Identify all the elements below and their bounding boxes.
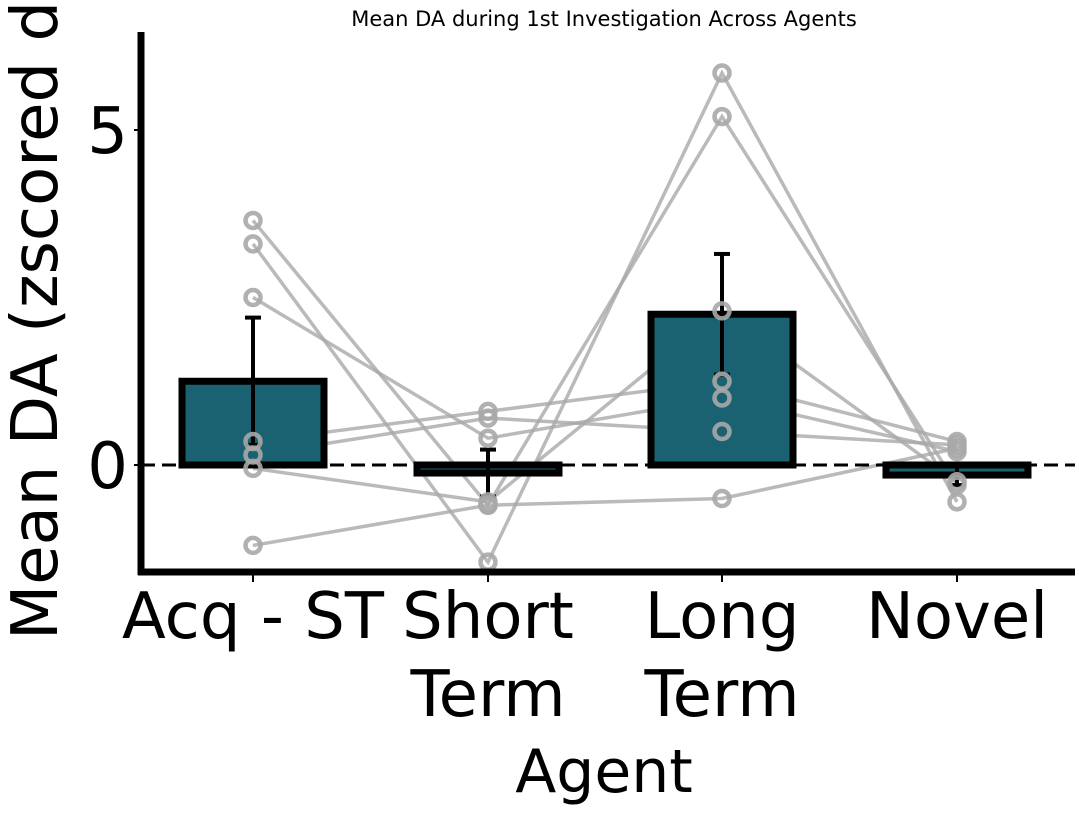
subject-point-0-0 (243, 210, 263, 231)
subject-point-3-1 (478, 401, 498, 422)
chart-title: Mean DA during 1st Investigation Across … (351, 7, 857, 31)
x-tick-label-1: Short Term (402, 580, 574, 732)
subject-point-6-1 (478, 495, 498, 515)
subject-point-4-2 (712, 421, 732, 442)
subject-line-0 (251, 113, 959, 509)
x-tick-label-line: Acq - ST (122, 580, 385, 654)
x-tick-label-line: Long (645, 580, 800, 654)
subject-point-5-2 (712, 301, 732, 321)
x-tick-label-line: Novel (866, 580, 1048, 654)
subject-point-1-0 (243, 234, 263, 254)
subject-point-4-1 (478, 408, 498, 428)
subject-points (243, 63, 967, 572)
subject-point-2-1 (478, 428, 498, 448)
x-tick-label-3: Novel (866, 580, 1048, 654)
y-ticks: 05 (87, 95, 141, 504)
subject-line-2 (252, 295, 958, 454)
subject-point-3-2 (712, 371, 732, 391)
subject-point-1-2 (712, 63, 732, 83)
subject-point-2-0 (243, 287, 263, 308)
y-tick-label-0: 0 (87, 430, 128, 504)
subject-point-6-0 (243, 535, 263, 556)
x-tick-label-line: Short (402, 580, 574, 654)
subject-point-0-2 (712, 106, 732, 127)
subject-point-6-3 (947, 438, 967, 458)
subject-line-1 (251, 69, 959, 566)
subject-point-5-0 (243, 458, 263, 479)
subject-point-5-3 (947, 472, 967, 492)
y-axis-label: Mean DA (zscored dff) (0, 0, 73, 640)
subject-line-3 (252, 379, 958, 444)
x-tick-label-2: Long Term (643, 580, 799, 732)
subject-line-4 (252, 416, 958, 457)
x-tick-label-line: Term (409, 658, 565, 732)
error-bars (245, 251, 965, 499)
subject-line-6 (252, 446, 958, 548)
subject-point-6-2 (712, 488, 732, 509)
subject-lines (251, 69, 959, 566)
x-axis-label: Agent (515, 737, 693, 807)
subject-line-5 (252, 308, 959, 504)
subject-point-1-3 (947, 492, 967, 512)
x-tick-label-line: Term (643, 658, 799, 732)
y-tick-label-1: 5 (87, 95, 128, 169)
x-tick-label-0: Acq - ST (122, 580, 385, 654)
